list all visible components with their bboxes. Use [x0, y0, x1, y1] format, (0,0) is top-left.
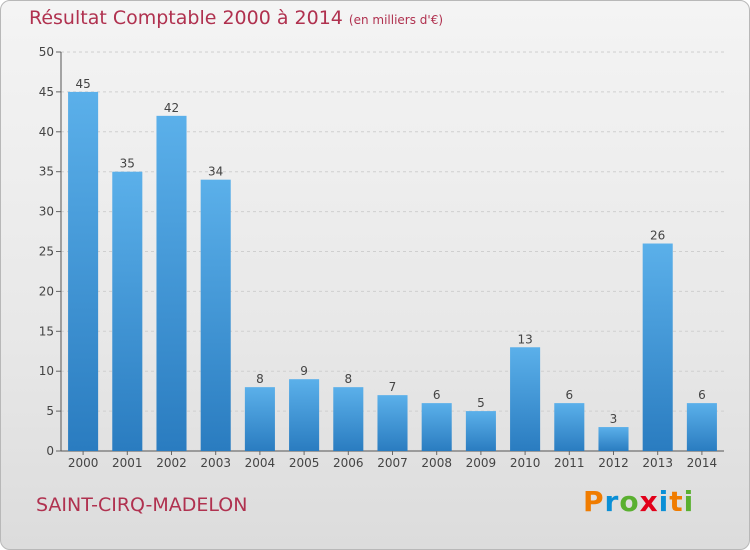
x-tick-label: 2010 [510, 456, 541, 470]
bar-value-label: 3 [610, 412, 618, 426]
bar [156, 115, 187, 451]
y-tick-label: 25 [39, 245, 54, 259]
bar-value-label: 9 [300, 364, 308, 378]
chart-title-text: Résultat Comptable 2000 à 2014 [29, 7, 343, 29]
brand-letter: i [658, 485, 670, 518]
y-tick-label: 5 [46, 404, 54, 418]
y-tick-label: 30 [39, 205, 54, 219]
x-tick-label: 2005 [289, 456, 320, 470]
x-tick-label: 2012 [598, 456, 629, 470]
y-tick-label: 15 [39, 324, 54, 338]
bar-value-label: 35 [120, 157, 135, 171]
bar [510, 347, 541, 451]
y-tick-label: 0 [46, 444, 54, 458]
brand-letter: r [604, 485, 620, 518]
x-tick-label: 2004 [245, 456, 276, 470]
brand-letter: i [683, 485, 695, 518]
bar [465, 411, 496, 451]
bar-value-label: 6 [433, 388, 441, 402]
y-tick-label: 45 [39, 85, 54, 99]
bar [68, 91, 99, 452]
bar-value-label: 45 [75, 77, 90, 91]
x-tick-label: 2011 [554, 456, 585, 470]
brand-letter: o [619, 485, 640, 518]
brand-logo: Proxiti [583, 485, 694, 518]
x-tick-label: 2007 [377, 456, 408, 470]
bar [686, 403, 717, 451]
bar [598, 427, 629, 451]
x-tick-label: 2013 [642, 456, 673, 470]
x-tick-label: 2001 [112, 456, 143, 470]
chart-subtitle: (en milliers d'€) [348, 13, 444, 27]
chart-title: Résultat Comptable 2000 à 2014 (en millie… [29, 7, 443, 29]
y-tick-label: 50 [39, 45, 54, 59]
bar-value-label: 34 [208, 165, 223, 179]
bar [289, 379, 320, 451]
y-tick-label: 10 [39, 364, 54, 378]
x-tick-label: 2009 [466, 456, 497, 470]
bar-value-labels: 45 35 42 34 8 9 8 7 6 5 13 6 3 26 6 [75, 77, 705, 426]
bar [112, 171, 143, 451]
bar-value-label: 26 [650, 229, 665, 243]
bar-value-label: 6 [698, 388, 706, 402]
bar-value-label: 42 [164, 101, 179, 115]
bar [642, 243, 673, 451]
bar [421, 403, 452, 451]
x-tick-label: 2014 [687, 456, 718, 470]
x-tick-label: 2006 [333, 456, 364, 470]
y-tick-label: 35 [39, 165, 54, 179]
bar [554, 403, 585, 451]
x-tick-label: 2002 [156, 456, 187, 470]
bar-value-label: 8 [344, 372, 352, 386]
x-tick-label: 2000 [68, 456, 99, 470]
bar [200, 179, 231, 451]
bar-value-label: 13 [517, 332, 532, 346]
y-tick-label: 40 [39, 125, 54, 139]
x-tick-label: 2008 [421, 456, 452, 470]
bar-value-label: 5 [477, 396, 485, 410]
bar [333, 387, 364, 451]
bar [244, 387, 275, 451]
brand-letter: t [669, 485, 684, 518]
y-tick-label: 20 [39, 284, 54, 298]
bars [68, 91, 717, 452]
x-tick-label: 2003 [200, 456, 231, 470]
bar-value-label: 7 [389, 380, 397, 394]
bar-value-label: 6 [565, 388, 573, 402]
commune-name: SAINT-CIRQ-MADELON [36, 494, 248, 516]
brand-letter: P [583, 485, 605, 518]
bar [377, 395, 408, 451]
brand-letter: x [639, 485, 659, 518]
bar-value-label: 8 [256, 372, 264, 386]
